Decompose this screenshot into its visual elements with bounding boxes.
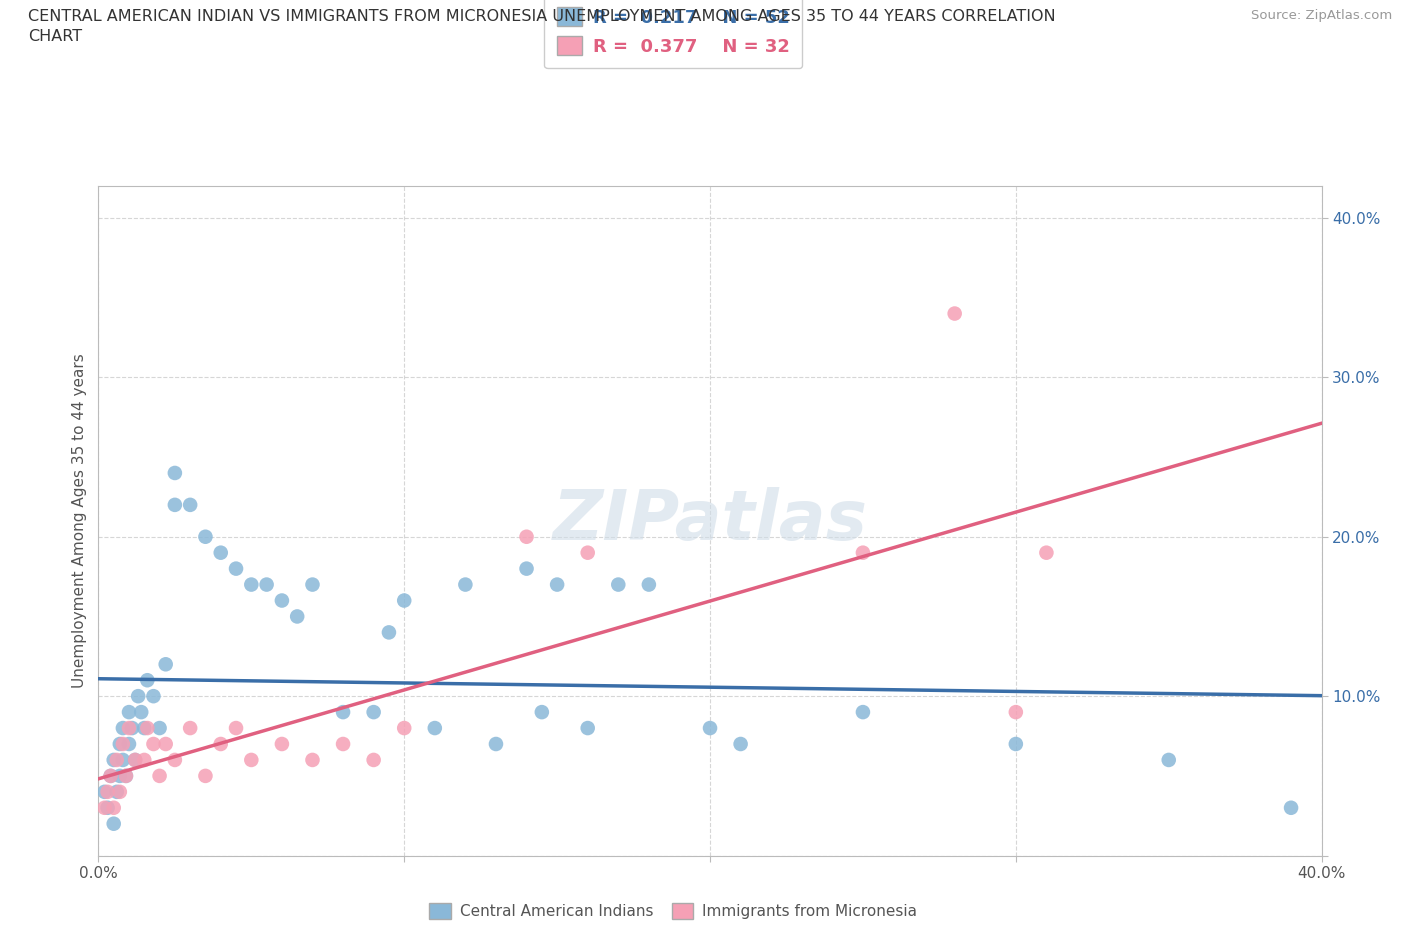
Point [530, 705, 553, 720]
Point [105, 784, 128, 799]
Point [256, 578, 278, 592]
Point [516, 529, 538, 544]
Point [194, 768, 217, 783]
Point [149, 721, 172, 736]
Point [179, 498, 201, 512]
Point [111, 737, 134, 751]
Point [225, 721, 247, 736]
Point [270, 593, 292, 608]
Point [332, 705, 354, 720]
Point [270, 737, 292, 751]
Point [637, 578, 661, 592]
Point [225, 561, 247, 576]
Point [121, 721, 143, 736]
Point [97, 801, 120, 816]
Point [118, 721, 141, 736]
Point [378, 625, 401, 640]
Point [108, 784, 131, 799]
Point [134, 752, 156, 767]
Point [111, 721, 134, 736]
Point [142, 689, 165, 704]
Point [179, 721, 201, 736]
Point [142, 737, 165, 751]
Point [163, 466, 186, 481]
Point [118, 705, 141, 720]
Point [576, 721, 599, 736]
Point [129, 705, 152, 720]
Point [163, 498, 186, 512]
Point [209, 545, 232, 560]
Point [1004, 705, 1026, 720]
Point [105, 752, 128, 767]
Point [155, 657, 177, 671]
Legend: Central American Indians, Immigrants from Micronesia: Central American Indians, Immigrants fro… [423, 897, 924, 925]
Point [118, 737, 141, 751]
Point [943, 306, 966, 321]
Point [607, 578, 630, 592]
Point [285, 609, 308, 624]
Text: Source: ZipAtlas.com: Source: ZipAtlas.com [1251, 9, 1392, 22]
Point [546, 578, 568, 592]
Point [97, 784, 120, 799]
Point [108, 737, 131, 751]
Point [852, 705, 875, 720]
Point [115, 768, 138, 783]
Point [363, 705, 385, 720]
Point [1157, 752, 1180, 767]
Point [149, 768, 172, 783]
Point [111, 752, 134, 767]
Point [240, 578, 263, 592]
Point [852, 545, 875, 560]
Point [240, 752, 263, 767]
Point [392, 593, 416, 608]
Point [93, 784, 115, 799]
Point [100, 768, 122, 783]
Point [103, 801, 125, 816]
Point [423, 721, 446, 736]
Point [392, 721, 416, 736]
Point [103, 817, 125, 831]
Text: CENTRAL AMERICAN INDIAN VS IMMIGRANTS FROM MICRONESIA UNEMPLOYMENT AMONG AGES 35: CENTRAL AMERICAN INDIAN VS IMMIGRANTS FR… [28, 9, 1056, 44]
Point [516, 561, 538, 576]
Point [485, 737, 508, 751]
Point [576, 545, 599, 560]
Point [454, 578, 477, 592]
Point [108, 768, 131, 783]
Point [301, 578, 323, 592]
Point [115, 768, 138, 783]
Y-axis label: Unemployment Among Ages 35 to 44 years: Unemployment Among Ages 35 to 44 years [72, 353, 87, 688]
Point [363, 752, 385, 767]
Point [124, 752, 146, 767]
Point [1035, 545, 1057, 560]
Point [1004, 737, 1026, 751]
Point [93, 801, 115, 816]
Point [163, 752, 186, 767]
Point [124, 752, 146, 767]
Point [103, 752, 125, 767]
Point [699, 721, 721, 736]
Point [301, 752, 323, 767]
Point [134, 721, 156, 736]
Point [100, 768, 122, 783]
Point [1279, 801, 1302, 816]
Point [730, 737, 752, 751]
Point [194, 529, 217, 544]
Point [209, 737, 232, 751]
Text: ZIPatlas: ZIPatlas [553, 487, 868, 554]
Point [127, 689, 149, 704]
Point [136, 721, 159, 736]
Point [332, 737, 354, 751]
Point [155, 737, 177, 751]
Point [136, 672, 159, 687]
